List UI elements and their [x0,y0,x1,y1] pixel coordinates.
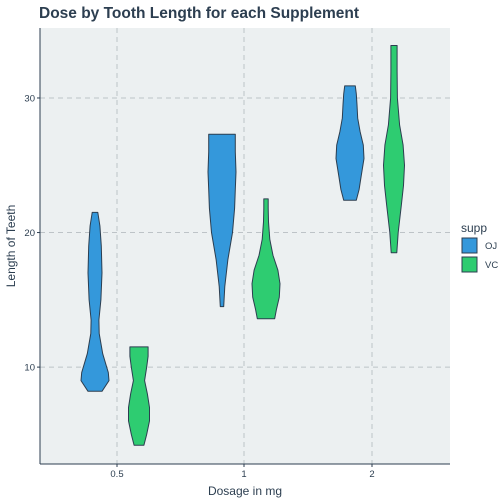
violin-oj-0.5 [80,211,110,392]
legend-key-oj [461,237,478,254]
x-tick-label: 0.5 [110,469,123,480]
chart-title: Dose by Tooth Length for each Supplement [39,5,359,22]
x-tick-label: 1 [241,469,246,480]
plot-panel [40,28,450,464]
y-tick-label: 30 [24,93,35,104]
y-axis-title: Length of Teeth [4,205,18,288]
violin-vc-0.5 [128,346,150,446]
violin-oj-1 [207,133,237,308]
legend-key-vc [461,256,478,273]
y-tick-label: 20 [24,228,35,239]
violins [80,45,405,446]
axes: 10 20 30 0.5 1 2 [24,28,450,480]
legend-label-oj: OJ [485,241,497,252]
legend-title: supp [461,221,487,235]
legend-label-vc: VC [485,260,498,271]
violin-vc-2 [383,45,405,254]
x-tick-label: 2 [369,469,374,480]
violin-vc-1 [251,198,281,320]
x-axis-title: Dosage in mg [208,484,282,498]
violin-oj-2 [335,85,365,201]
grid-lines [40,28,450,464]
legend: supp OJ VC [461,221,498,273]
y-tick-label: 10 [24,363,35,374]
